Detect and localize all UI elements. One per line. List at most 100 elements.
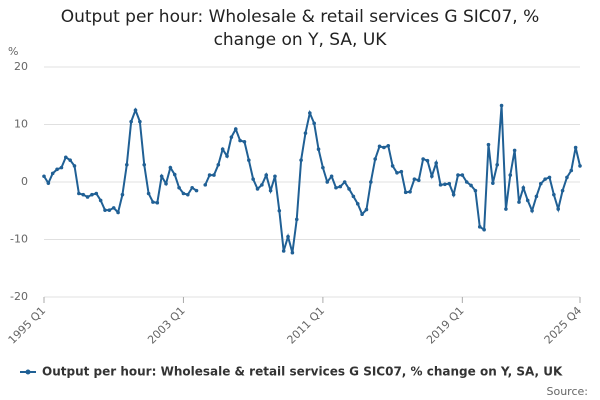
y-axis-unit: % bbox=[8, 45, 18, 58]
data-point bbox=[469, 183, 473, 188]
data-point bbox=[447, 181, 452, 186]
data-point bbox=[512, 148, 517, 153]
data-point bbox=[255, 187, 260, 191]
data-point bbox=[451, 192, 456, 197]
data-point bbox=[233, 127, 238, 131]
data-point bbox=[264, 173, 269, 177]
data-point bbox=[456, 173, 460, 177]
data-point bbox=[347, 187, 351, 191]
data-point bbox=[190, 185, 194, 190]
data-point bbox=[364, 207, 369, 212]
data-point bbox=[560, 188, 565, 193]
data-point bbox=[499, 103, 504, 108]
data-point bbox=[225, 154, 229, 158]
data-point bbox=[94, 191, 99, 196]
data-point bbox=[517, 200, 521, 204]
data-point bbox=[42, 174, 46, 179]
y-tick-label: -10 bbox=[10, 233, 28, 246]
data-point bbox=[351, 194, 356, 199]
data-point bbox=[277, 208, 282, 213]
data-point bbox=[216, 162, 221, 167]
data-point bbox=[369, 180, 373, 184]
data-point bbox=[172, 172, 177, 177]
data-point bbox=[103, 208, 107, 212]
data-point bbox=[273, 174, 277, 179]
data-point bbox=[133, 108, 138, 112]
data-point bbox=[408, 189, 412, 194]
data-point bbox=[434, 161, 438, 165]
data-point bbox=[534, 194, 539, 199]
data-point bbox=[552, 192, 556, 197]
data-point bbox=[504, 207, 508, 211]
data-point bbox=[251, 177, 255, 181]
data-point bbox=[46, 181, 51, 185]
chart-title: Output per hour: Wholesale & retail serv… bbox=[60, 7, 540, 50]
data-point bbox=[477, 225, 482, 229]
data-point bbox=[107, 208, 112, 212]
data-point bbox=[207, 173, 212, 177]
data-point bbox=[473, 188, 478, 193]
data-point bbox=[547, 175, 552, 180]
data-point bbox=[111, 206, 116, 210]
data-point bbox=[521, 185, 526, 190]
data-point bbox=[303, 131, 308, 135]
data-point bbox=[290, 250, 295, 255]
data-point bbox=[312, 121, 316, 126]
data-point bbox=[386, 143, 391, 148]
data-point bbox=[556, 207, 561, 211]
data-point bbox=[159, 174, 164, 179]
data-point bbox=[68, 158, 72, 162]
data-point bbox=[464, 180, 469, 184]
data-point bbox=[164, 181, 168, 186]
data-point bbox=[220, 147, 225, 152]
data-point bbox=[129, 119, 133, 124]
data-line bbox=[43, 105, 581, 253]
data-point bbox=[308, 111, 312, 115]
data-point bbox=[578, 164, 582, 168]
data-point bbox=[543, 177, 547, 181]
data-point bbox=[85, 195, 90, 199]
data-point bbox=[460, 173, 465, 177]
data-point bbox=[120, 192, 125, 197]
data-point bbox=[425, 158, 430, 163]
data-point bbox=[268, 188, 273, 193]
data-point bbox=[286, 234, 290, 239]
data-point bbox=[338, 184, 343, 189]
data-point bbox=[294, 217, 299, 222]
data-point bbox=[186, 192, 190, 197]
data-point bbox=[212, 173, 216, 177]
y-tick-label: 0 bbox=[21, 175, 28, 188]
x-tick-label: 2011 Q1 bbox=[285, 304, 328, 347]
data-point bbox=[395, 171, 399, 175]
data-point bbox=[565, 175, 569, 180]
data-point bbox=[316, 147, 321, 152]
data-point bbox=[443, 182, 447, 187]
data-point bbox=[403, 190, 408, 195]
data-point bbox=[151, 200, 155, 204]
data-point bbox=[334, 185, 338, 190]
data-point bbox=[525, 198, 530, 203]
data-point bbox=[72, 164, 77, 168]
data-point bbox=[486, 142, 491, 147]
data-point bbox=[194, 188, 199, 193]
data-point bbox=[299, 158, 303, 162]
data-point bbox=[281, 249, 286, 253]
data-point bbox=[390, 164, 395, 168]
legend-label: Output per hour: Wholesale & retail serv… bbox=[42, 365, 563, 379]
data-point bbox=[90, 192, 94, 197]
data-point bbox=[181, 191, 186, 196]
x-tick-label: 2025 Q4 bbox=[542, 304, 585, 347]
data-point bbox=[530, 208, 534, 213]
data-point bbox=[329, 174, 334, 179]
data-point bbox=[63, 155, 68, 160]
data-point bbox=[155, 200, 160, 205]
data-point bbox=[247, 158, 251, 162]
data-point bbox=[77, 191, 81, 196]
data-point bbox=[138, 119, 142, 124]
data-point bbox=[168, 165, 173, 170]
legend-marker bbox=[25, 369, 31, 375]
data-point bbox=[538, 181, 543, 186]
data-point bbox=[438, 183, 443, 187]
